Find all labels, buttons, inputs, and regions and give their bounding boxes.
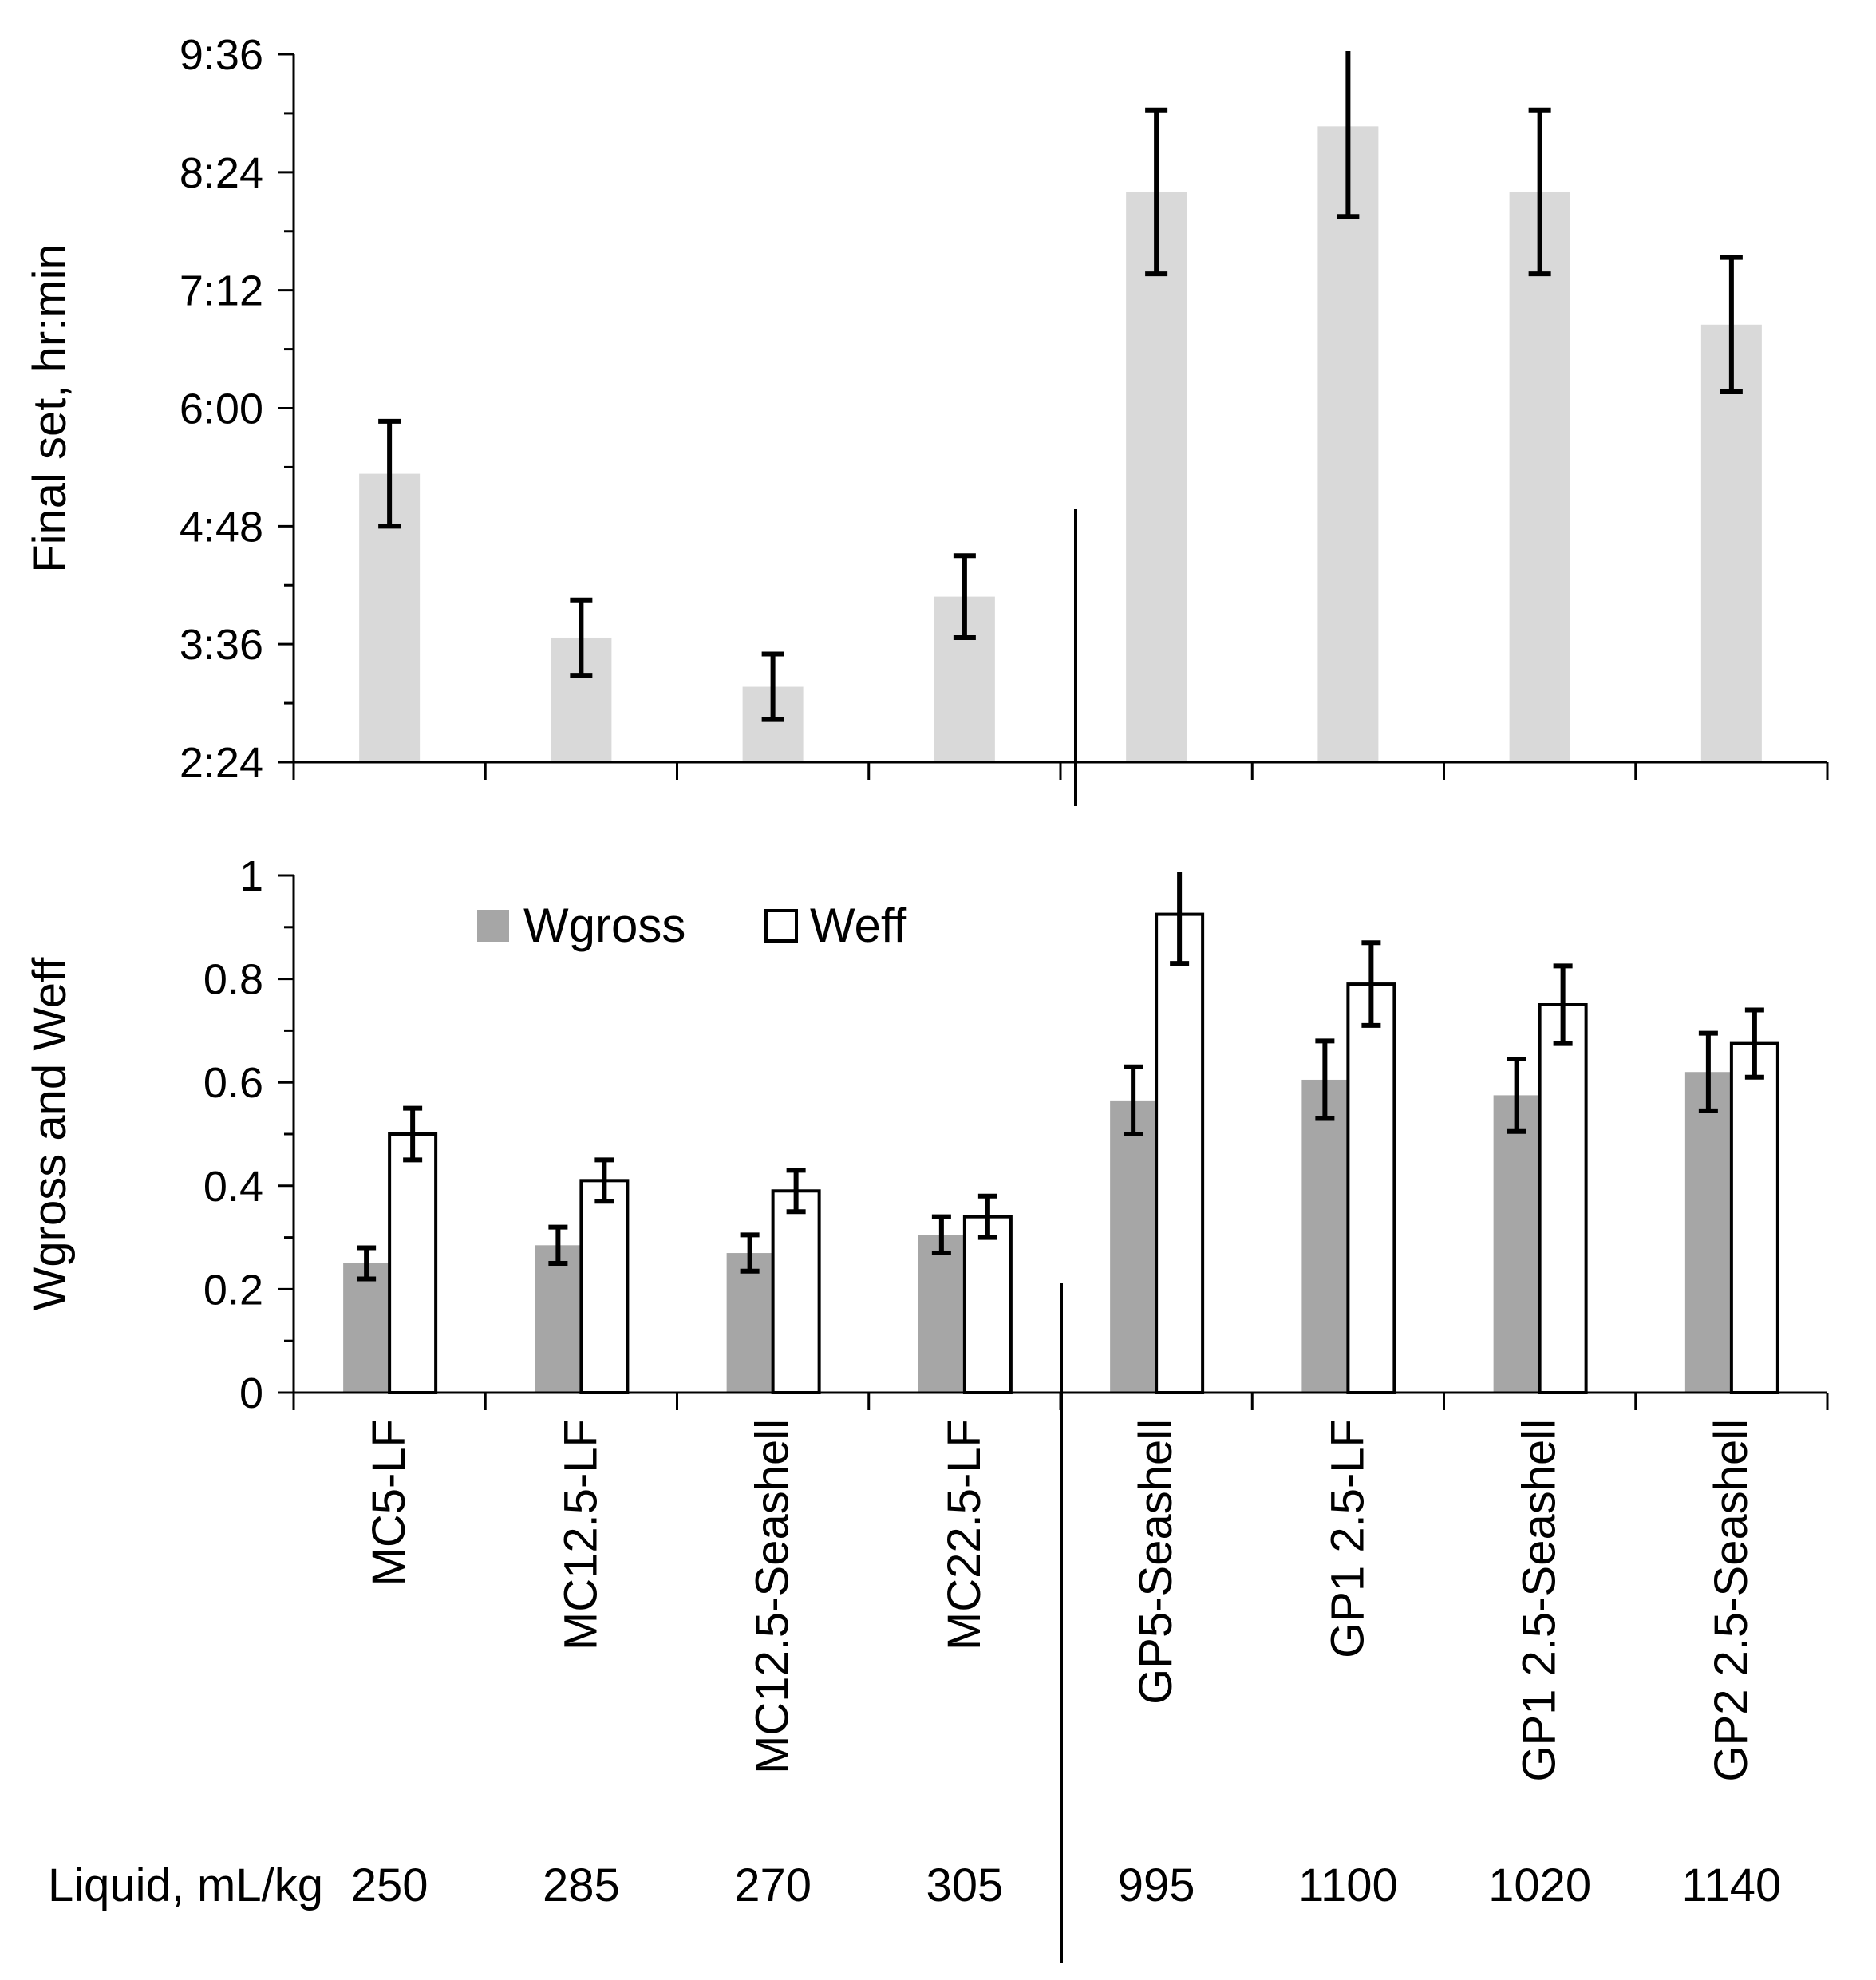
- w-y-tick-label: 0.6: [203, 1059, 263, 1107]
- final-set-bar: [1700, 324, 1762, 762]
- category-label: GP2 2.5-Seashell: [1705, 1419, 1757, 1782]
- legend: Wgross Weff: [477, 899, 907, 952]
- w-ratio-chart: MC5-LF MC12.5-LF MC12.5-Seashell MC22.5-LF G…: [24, 852, 1829, 1782]
- final-set-bar: [1509, 192, 1570, 762]
- legend-label-weff: Weff: [810, 899, 907, 952]
- weff-bar: [1155, 912, 1205, 1394]
- wgross-bar: [1301, 1079, 1349, 1393]
- final-set-y-tick-label: 3:36: [180, 621, 263, 669]
- liquid-value: 250: [351, 1859, 429, 1911]
- weff-bar: [388, 1132, 438, 1394]
- liquid-value: 285: [543, 1859, 620, 1911]
- weff-bar: [1538, 1003, 1588, 1394]
- liquid-value: 995: [1118, 1859, 1195, 1911]
- weff-bar: [1346, 982, 1396, 1394]
- final-set-bar: [1126, 192, 1187, 762]
- category-label: GP1 2.5-Seashell: [1514, 1419, 1566, 1782]
- final-set-y-tick-label: 6:00: [180, 385, 263, 433]
- final-set-y-tick-label: 8:24: [180, 149, 263, 197]
- w-y-tick-label: 1: [239, 852, 263, 900]
- final-set-y-tick-label: 2:24: [180, 739, 263, 787]
- wgross-bar: [535, 1245, 582, 1393]
- w-y-tick-label: 0.4: [203, 1163, 263, 1211]
- wgross-bar: [1684, 1072, 1732, 1393]
- liquid-row-label: Liquid, mL/kg: [48, 1859, 323, 1911]
- category-label: MC12.5-LF: [555, 1419, 606, 1650]
- wgross-bar: [918, 1235, 965, 1393]
- category-label: MC5-LF: [363, 1419, 415, 1586]
- wgross-bar: [726, 1253, 773, 1393]
- liquid-value: 1100: [1298, 1859, 1398, 1911]
- w-y-tick-label: 0.2: [203, 1266, 263, 1314]
- final-set-y-axis-title: Final set, hr:min: [24, 243, 76, 573]
- final-set-y-tick-label: 7:12: [180, 267, 263, 315]
- category-label: MC12.5-Seashell: [747, 1419, 799, 1774]
- w-y-axis-title: Wgross and Weff: [24, 957, 76, 1311]
- liquid-row: Liquid, mL/kg 250 285 270 305 995 1100 1020 1140: [48, 1859, 1781, 1911]
- group-dividers: [1060, 509, 1077, 1963]
- legend-swatch-weff: [764, 909, 798, 943]
- final-set-chart: 2:24 3:36 4:48 6:00 7:12 8:24 9:36 Final set, h…: [24, 31, 1829, 787]
- legend-label-wgross: Wgross: [523, 899, 685, 952]
- weff-bar: [962, 1215, 1013, 1395]
- liquid-value: 305: [926, 1859, 1003, 1911]
- w-y-tick-label: 0: [239, 1369, 263, 1417]
- category-label: GP1 2.5-LF: [1321, 1419, 1373, 1658]
- category-label: MC22.5-LF: [938, 1419, 990, 1650]
- weff-bar: [579, 1179, 630, 1394]
- liquid-value: 1140: [1682, 1859, 1782, 1911]
- wgross-bar: [1110, 1100, 1157, 1393]
- category-label: GP5-Seashell: [1130, 1419, 1182, 1705]
- final-set-y-tick-label: 9:36: [180, 31, 263, 79]
- weff-bar: [771, 1189, 821, 1395]
- wgross-bar: [343, 1263, 390, 1393]
- weff-bar: [1729, 1041, 1779, 1394]
- wgross-bar: [1493, 1095, 1540, 1393]
- liquid-value: 1020: [1488, 1859, 1591, 1911]
- liquid-value: 270: [734, 1859, 812, 1911]
- w-y-tick-label: 0.8: [203, 956, 263, 1004]
- legend-swatch-wgross: [477, 910, 509, 942]
- final-set-bar: [1317, 126, 1379, 762]
- final-set-y-tick-label: 4:48: [180, 503, 263, 551]
